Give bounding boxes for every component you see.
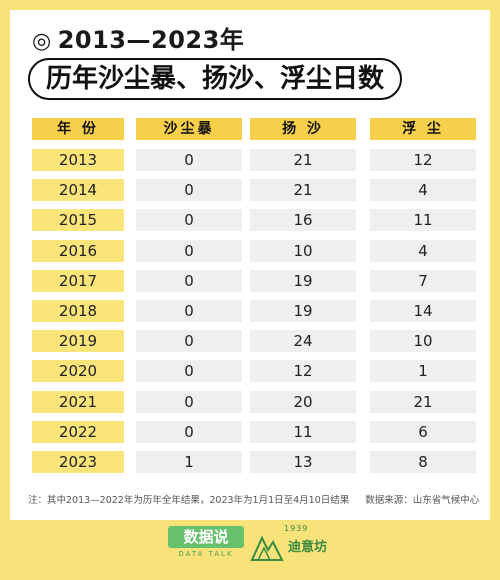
cell-floating-dust: 8 (370, 451, 476, 473)
data-source: 数据来源：山东省气候中心 (365, 495, 480, 506)
column-header-year: 年 份 (32, 118, 124, 140)
cell-floating-dust: 10 (370, 330, 476, 352)
title-year-range: ◎ 2013—2023年 (32, 20, 244, 55)
cell-year: 2020 (32, 360, 124, 382)
cell-floating-dust: 1 (370, 360, 476, 382)
cell-year: 2014 (32, 179, 124, 201)
brand-logo: 1939 迪意坊 (250, 524, 340, 568)
cell-year: 2015 (32, 209, 124, 231)
cell-floating-dust: 7 (370, 270, 476, 292)
cell-year: 2019 (32, 330, 124, 352)
cell-year: 2023 (32, 451, 124, 473)
cell-sandstorm: 0 (136, 149, 242, 171)
ring-icon: ◎ (32, 29, 52, 54)
cell-sandstorm: 0 (136, 300, 242, 322)
cell-year: 2016 (32, 240, 124, 262)
cell-sandstorm: 0 (136, 240, 242, 262)
column-header-sandstorm: 沙尘暴 (136, 118, 242, 140)
cell-blowing-sand: 21 (250, 179, 356, 201)
cell-blowing-sand: 13 (250, 451, 356, 473)
cell-blowing-sand: 19 (250, 270, 356, 292)
cell-floating-dust: 4 (370, 179, 476, 201)
cell-sandstorm: 0 (136, 209, 242, 231)
cell-sandstorm: 1 (136, 451, 242, 473)
logo2-year: 1939 (284, 524, 309, 533)
cell-blowing-sand: 19 (250, 300, 356, 322)
title-line1: 2013—2023年 (57, 26, 245, 54)
cell-floating-dust: 4 (370, 240, 476, 262)
cell-blowing-sand: 12 (250, 360, 356, 382)
footnote: 注：其中2013—2022年为历年全年结果，2023年为1月1日至4月10日结果… (28, 492, 479, 506)
cell-floating-dust: 11 (370, 209, 476, 231)
column-header-floating-dust: 浮 尘 (370, 118, 476, 140)
cell-blowing-sand: 20 (250, 391, 356, 413)
cell-blowing-sand: 10 (250, 240, 356, 262)
mountain-icon (250, 535, 284, 561)
cell-floating-dust: 12 (370, 149, 476, 171)
cell-sandstorm: 0 (136, 360, 242, 382)
data-talk-logo: 数据说 DATA TALK (168, 524, 244, 564)
cell-sandstorm: 0 (136, 421, 242, 443)
cell-year: 2021 (32, 391, 124, 413)
footer: 数据说 DATA TALK 1939 迪意坊 (0, 524, 500, 580)
cell-floating-dust: 14 (370, 300, 476, 322)
logo1-subtext: DATA TALK (178, 550, 234, 558)
cell-floating-dust: 6 (370, 421, 476, 443)
cell-sandstorm: 0 (136, 330, 242, 352)
cell-blowing-sand: 24 (250, 330, 356, 352)
logo2-name: 迪意坊 (288, 540, 328, 555)
cell-floating-dust: 21 (370, 391, 476, 413)
logo1-text: 数据说 (168, 526, 244, 548)
cell-year: 2022 (32, 421, 124, 443)
page-title: 历年沙尘暴、扬沙、浮尘日数 (28, 58, 403, 100)
cell-year: 2018 (32, 300, 124, 322)
cell-blowing-sand: 16 (250, 209, 356, 231)
cell-blowing-sand: 21 (250, 149, 356, 171)
column-header-blowing-sand: 扬 沙 (250, 118, 356, 140)
cell-sandstorm: 0 (136, 391, 242, 413)
cell-blowing-sand: 11 (250, 421, 356, 443)
cell-sandstorm: 0 (136, 270, 242, 292)
cell-year: 2013 (32, 149, 124, 171)
note-text: 注：其中2013—2022年为历年全年结果，2023年为1月1日至4月10日结果 (28, 495, 350, 506)
cell-year: 2017 (32, 270, 124, 292)
cell-sandstorm: 0 (136, 179, 242, 201)
